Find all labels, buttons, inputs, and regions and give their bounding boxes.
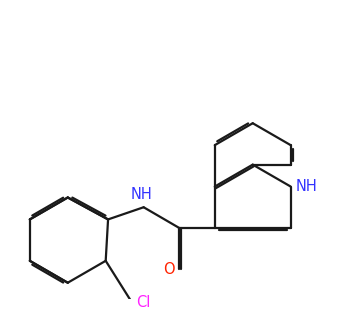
Text: O: O (163, 262, 175, 277)
Text: NH: NH (296, 179, 317, 194)
Text: NH: NH (131, 187, 153, 202)
Text: Cl: Cl (136, 295, 150, 310)
